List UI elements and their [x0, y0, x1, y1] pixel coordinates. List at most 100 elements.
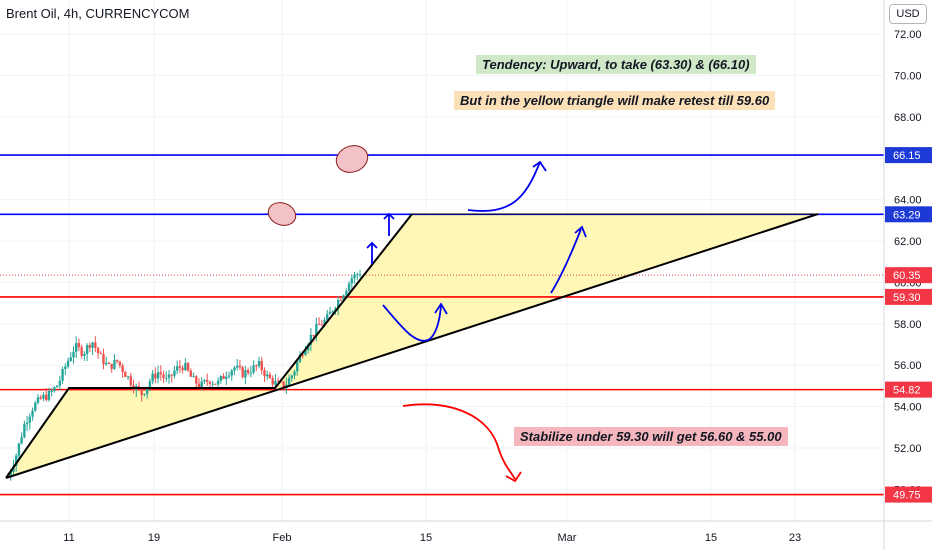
candle-body	[181, 367, 184, 371]
candle-body	[282, 381, 285, 389]
candle-body	[298, 354, 302, 363]
chart-grid	[0, 0, 884, 521]
candle-body	[42, 394, 45, 399]
candle-body	[290, 375, 293, 379]
arrow-up-2	[383, 212, 395, 236]
candle-body	[55, 385, 59, 388]
currency-button[interactable]: USD	[889, 4, 927, 24]
candle-body	[121, 365, 124, 372]
candle-body	[268, 374, 272, 379]
candle-body	[257, 361, 261, 366]
candle-body	[236, 365, 239, 368]
candle-body	[162, 374, 165, 378]
candle-body	[317, 323, 321, 325]
candle-body	[274, 380, 277, 385]
support-trend-line	[5, 213, 819, 479]
candle-body	[342, 295, 345, 301]
candle-body	[225, 376, 228, 379]
candle-body	[211, 383, 214, 385]
target-circles	[267, 145, 369, 226]
level-label-49.75: 49.75	[893, 490, 921, 502]
candle-body	[85, 345, 89, 354]
candle-body	[323, 319, 326, 325]
candle-body	[328, 311, 332, 315]
candle-body	[88, 345, 92, 348]
level-label-63.29: 63.29	[893, 209, 921, 221]
candle-body	[260, 361, 263, 371]
candle-body	[296, 362, 299, 372]
candle-body	[252, 365, 255, 373]
candle-body	[312, 334, 315, 336]
y-tick-label: 52.00	[894, 443, 922, 455]
candle-body	[94, 342, 97, 348]
candle-body	[345, 290, 348, 296]
candle-body	[148, 381, 152, 388]
candle-body	[154, 373, 157, 379]
candle-body	[96, 347, 100, 353]
candle-body	[326, 314, 329, 320]
level-tag-59.30	[885, 288, 932, 305]
candle-body	[140, 389, 143, 396]
x-tick-label: 15	[420, 532, 432, 544]
candle-body	[339, 299, 343, 301]
candle-body	[107, 362, 111, 364]
candle-body	[200, 381, 203, 388]
candle-body	[47, 391, 51, 400]
candle-body	[113, 359, 116, 369]
arrow-down	[402, 403, 522, 483]
level-tag-63.29	[885, 206, 932, 223]
target-circle-63	[267, 202, 297, 226]
level-tag-54.82	[885, 381, 932, 398]
candle-body	[167, 374, 171, 378]
y-tick-label: 70.00	[894, 70, 922, 82]
candle-body	[173, 370, 176, 376]
candle-body	[287, 378, 291, 385]
candle-body	[222, 376, 225, 379]
candle-body	[151, 373, 154, 382]
candle-body	[99, 352, 102, 354]
candle-body	[66, 360, 70, 367]
candle-body	[350, 278, 354, 284]
y-tick-label: 54.00	[894, 402, 922, 414]
candle-body	[304, 350, 307, 356]
arrow-to-66	[467, 160, 547, 212]
candle-body	[216, 380, 220, 385]
x-tick-label: Feb	[273, 532, 292, 544]
candle-body	[165, 377, 168, 379]
candle-body	[31, 410, 34, 417]
candle-body	[17, 443, 21, 456]
candle-body	[129, 376, 132, 386]
candle-body	[36, 397, 40, 403]
y-tick-label: 62.00	[894, 236, 922, 248]
time-axis[interactable]: 11 19 Feb 15 Mar 15 23	[0, 520, 932, 544]
candle-body	[118, 361, 122, 366]
candle-body	[91, 342, 94, 348]
candle-body	[145, 387, 149, 395]
candle-body	[249, 372, 253, 374]
candle-body	[214, 383, 217, 385]
y-tick-label: 68.00	[894, 112, 922, 124]
x-tick-label: 19	[148, 532, 160, 544]
candle-body	[203, 380, 206, 382]
candle-body	[227, 375, 231, 377]
candle-body	[230, 370, 233, 376]
candle-body	[255, 365, 258, 367]
candle-body	[331, 311, 334, 313]
x-tick-label: 11	[63, 532, 74, 544]
candle-body	[80, 347, 83, 356]
candle-body	[266, 374, 269, 377]
tendency-note: Tendency: Upward, to take (63.30) & (66.…	[476, 55, 756, 74]
candle-body	[50, 391, 53, 393]
candle-body	[263, 370, 266, 377]
candle-body	[195, 376, 198, 384]
candle-body	[39, 397, 42, 399]
candle-body	[14, 455, 18, 467]
candle-body	[61, 368, 64, 381]
retest-note: But in the yellow triangle will make ret…	[454, 91, 776, 110]
candle-body	[105, 362, 108, 365]
candle-body	[208, 381, 212, 384]
candle-body	[233, 367, 236, 371]
candle-body	[301, 354, 304, 356]
y-tick-label: 58.00	[894, 319, 922, 331]
